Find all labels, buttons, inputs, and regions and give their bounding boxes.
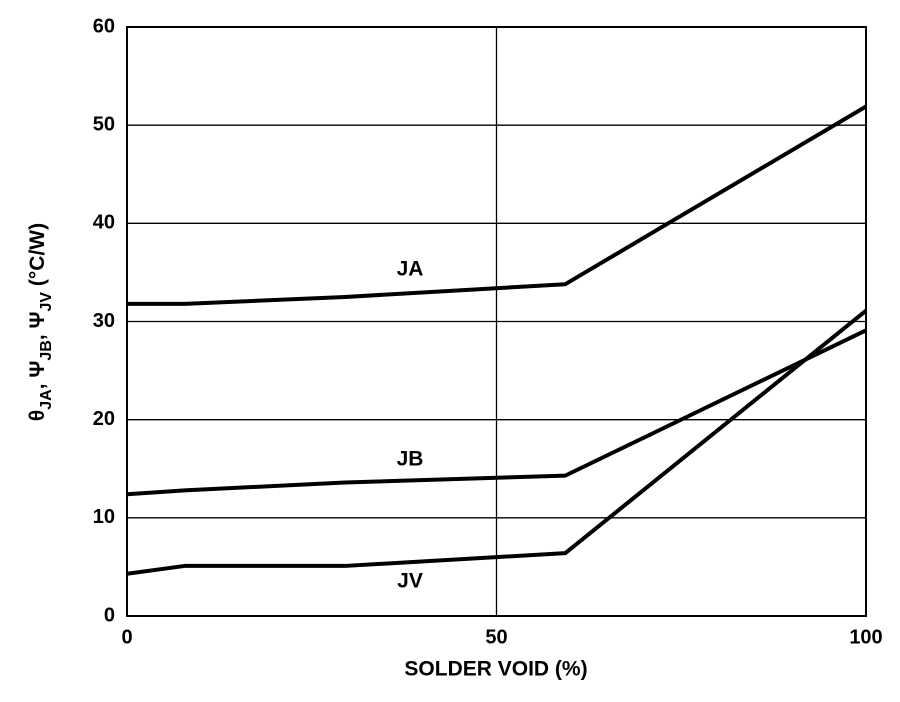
y-axis-title-part: θ — [26, 410, 49, 421]
x-axis-title: SOLDER VOID (%) — [404, 658, 587, 681]
y-tick-label: 10 — [93, 506, 115, 528]
series-label: JB — [397, 448, 424, 471]
y-tick-label: 50 — [93, 113, 115, 135]
x-tick-label: 100 — [849, 626, 882, 648]
y-axis-title-subscript: JV — [38, 292, 55, 312]
y-tick-label: 0 — [104, 604, 115, 626]
series-label: JV — [397, 570, 423, 593]
y-axis-title-part: (°C/W) — [26, 223, 49, 292]
plot-frame — [126, 26, 867, 617]
series-line — [127, 104, 868, 306]
series-line — [126, 328, 867, 497]
y-tick-label: 40 — [93, 212, 115, 234]
y-tick-label: 30 — [93, 310, 115, 332]
y-tick-label: 20 — [93, 408, 115, 430]
x-tick-label: 50 — [485, 626, 507, 648]
y-axis-title-part: , Ψ — [26, 361, 49, 390]
series-line — [126, 309, 868, 576]
y-axis-title-part: , Ψ — [26, 312, 49, 341]
series-label: JA — [397, 258, 424, 281]
x-tick-label: 0 — [121, 626, 132, 648]
y-axis-title: θJA, ΨJB, ΨJV (°C/W) — [26, 223, 55, 421]
y-tick-label: 60 — [93, 15, 115, 37]
y-axis-title-subscript: JA — [38, 389, 55, 410]
y-axis-title-subscript: JB — [38, 340, 55, 360]
